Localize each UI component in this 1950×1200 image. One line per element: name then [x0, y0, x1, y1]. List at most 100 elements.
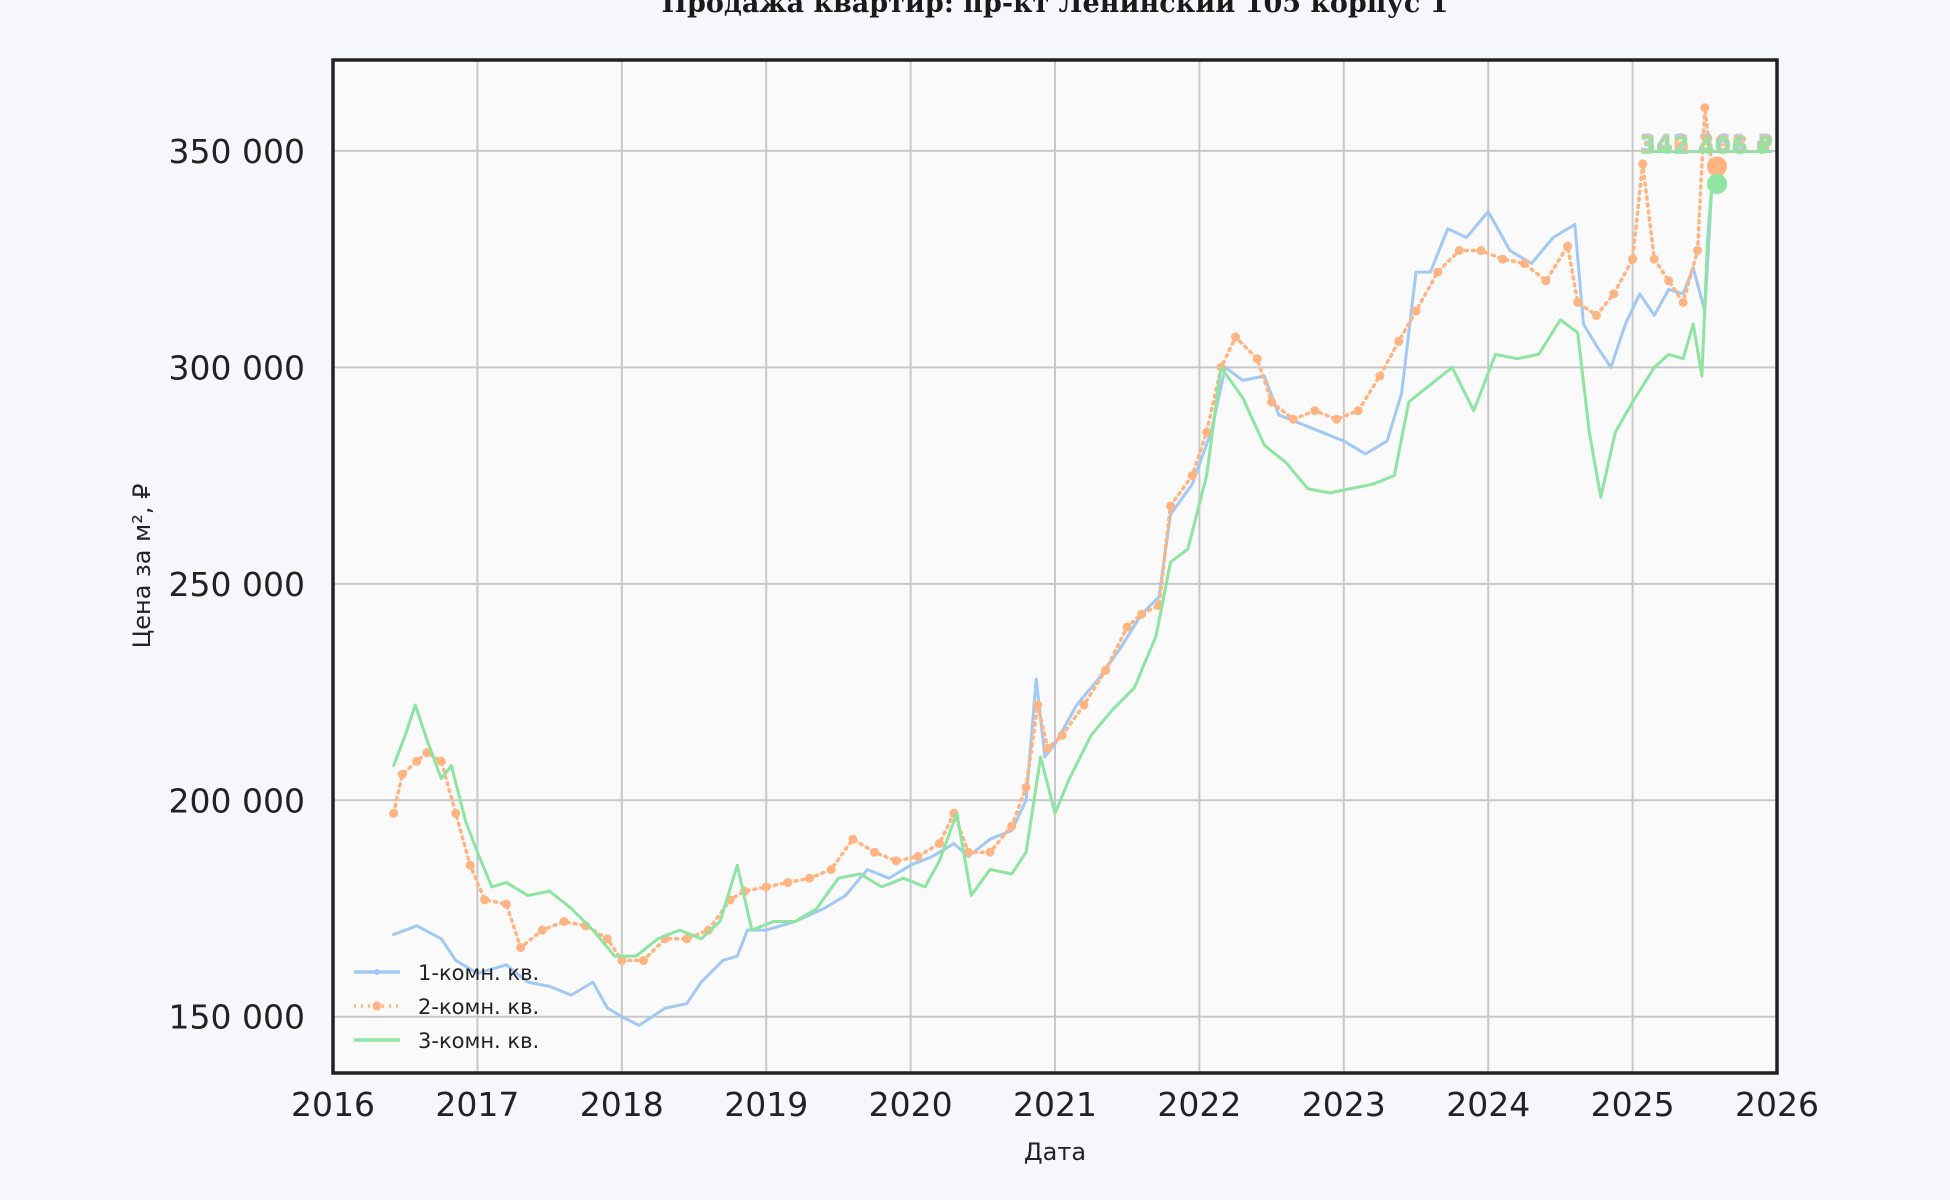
series-point — [1609, 289, 1619, 299]
series-point — [1476, 245, 1486, 255]
legend-marker — [372, 1001, 382, 1011]
x-tick-label: 2024 — [1446, 1085, 1530, 1124]
series-point — [1563, 241, 1573, 251]
series-point — [1700, 103, 1710, 113]
series-point — [805, 873, 815, 883]
series-point — [1592, 310, 1601, 320]
series-point — [1021, 782, 1031, 792]
series-point — [412, 756, 422, 766]
series-point — [1252, 354, 1262, 364]
series-point — [1394, 336, 1404, 346]
x-axis-ticks: 2016 2017 2018 2019 2020 2021 2022 2023 2024 2025… — [291, 1085, 1819, 1124]
x-tick-label: 2016 — [291, 1085, 375, 1124]
series-point — [617, 955, 627, 965]
y-tick-label: 300 000 — [169, 348, 305, 387]
series-line-1 — [392, 182, 1714, 1027]
series-point — [1310, 406, 1320, 416]
series-point — [1057, 730, 1067, 740]
series-point — [1353, 406, 1363, 416]
legend-label: 2-комн. кв. — [418, 995, 539, 1019]
series-point — [397, 769, 407, 779]
series-layer — [389, 103, 1717, 1027]
series-line-3 — [392, 182, 1714, 958]
series-point — [389, 808, 399, 818]
series-point — [1664, 276, 1674, 286]
series-point — [761, 882, 771, 892]
series-point — [1411, 306, 1421, 316]
series-point — [1101, 665, 1111, 675]
series-point — [537, 925, 547, 935]
series-point — [501, 899, 511, 909]
series-point — [682, 934, 692, 944]
series-point — [870, 847, 879, 857]
series-point — [1267, 397, 1277, 407]
series-point — [516, 942, 526, 952]
end-markers: 342 361 ₽346 398 ₽342 406 ₽ — [1639, 129, 1773, 194]
x-tick-label: 2026 — [1735, 1085, 1819, 1124]
x-tick-label: 2018 — [580, 1085, 664, 1124]
legend-label: 3-комн. кв. — [418, 1029, 539, 1053]
series-point — [1454, 245, 1464, 255]
series-point — [559, 916, 569, 926]
series-point — [985, 847, 995, 857]
series-point — [1498, 254, 1508, 264]
x-tick-label: 2022 — [1157, 1085, 1241, 1124]
y-axis-ticks: 150 000 200 000 250 000 300 000 350 000 — [169, 132, 305, 1037]
series-end-marker — [1707, 173, 1728, 194]
series-point — [602, 934, 612, 944]
series-point — [891, 856, 901, 866]
series-end-label: 342 406 ₽ — [1639, 132, 1773, 160]
series-point — [1573, 297, 1583, 307]
series-point — [1332, 414, 1342, 424]
legend-marker — [374, 969, 380, 975]
series-point — [1202, 427, 1212, 437]
series-point — [638, 955, 648, 965]
x-tick-label: 2017 — [435, 1085, 519, 1124]
series-point — [422, 748, 432, 758]
series-point — [826, 865, 836, 875]
series-point — [1541, 276, 1551, 286]
y-tick-label: 150 000 — [169, 998, 305, 1037]
series-point — [1033, 700, 1043, 710]
series-point — [1079, 700, 1089, 710]
series-point — [1122, 622, 1132, 632]
series-point — [1693, 245, 1703, 255]
series-point — [1288, 414, 1298, 424]
x-tick-label: 2019 — [724, 1085, 808, 1124]
x-axis-label: Дата — [1024, 1138, 1086, 1166]
series-point — [1231, 332, 1240, 342]
series-point — [436, 756, 446, 766]
plot-frame — [331, 58, 1779, 1075]
series-point — [1519, 258, 1529, 268]
x-tick-label: 2023 — [1302, 1085, 1386, 1124]
series-end-label: 346 398 ₽ — [1639, 131, 1773, 159]
series-point — [1678, 297, 1688, 307]
series-point — [1375, 371, 1385, 381]
series-point — [480, 895, 490, 905]
series-point — [963, 847, 973, 857]
x-tick-label: 2021 — [1013, 1085, 1097, 1124]
y-axis-label: Цена за м², ₽ — [128, 484, 156, 649]
series-point — [465, 860, 475, 870]
series-point — [848, 834, 858, 844]
x-tick-label: 2020 — [869, 1085, 953, 1124]
series-point — [1166, 501, 1176, 511]
legend: 1-комн. кв. 2-комн. кв. 3-комн. кв. — [354, 961, 539, 1053]
series-point — [1638, 159, 1648, 169]
series-end-marker — [1707, 156, 1728, 177]
series-point — [1137, 609, 1147, 619]
series-point — [1433, 267, 1443, 277]
series-point — [1628, 254, 1638, 264]
legend-label: 1-комн. кв. — [418, 961, 539, 985]
y-tick-label: 200 000 — [169, 781, 305, 820]
series-point — [451, 808, 461, 818]
series-point — [934, 839, 944, 849]
series-point — [1649, 254, 1659, 264]
series-point — [913, 852, 923, 862]
series-point — [1187, 471, 1197, 481]
y-tick-label: 350 000 — [169, 132, 305, 171]
x-tick-label: 2025 — [1591, 1085, 1675, 1124]
series-point — [783, 878, 793, 888]
series-point — [1043, 743, 1053, 753]
